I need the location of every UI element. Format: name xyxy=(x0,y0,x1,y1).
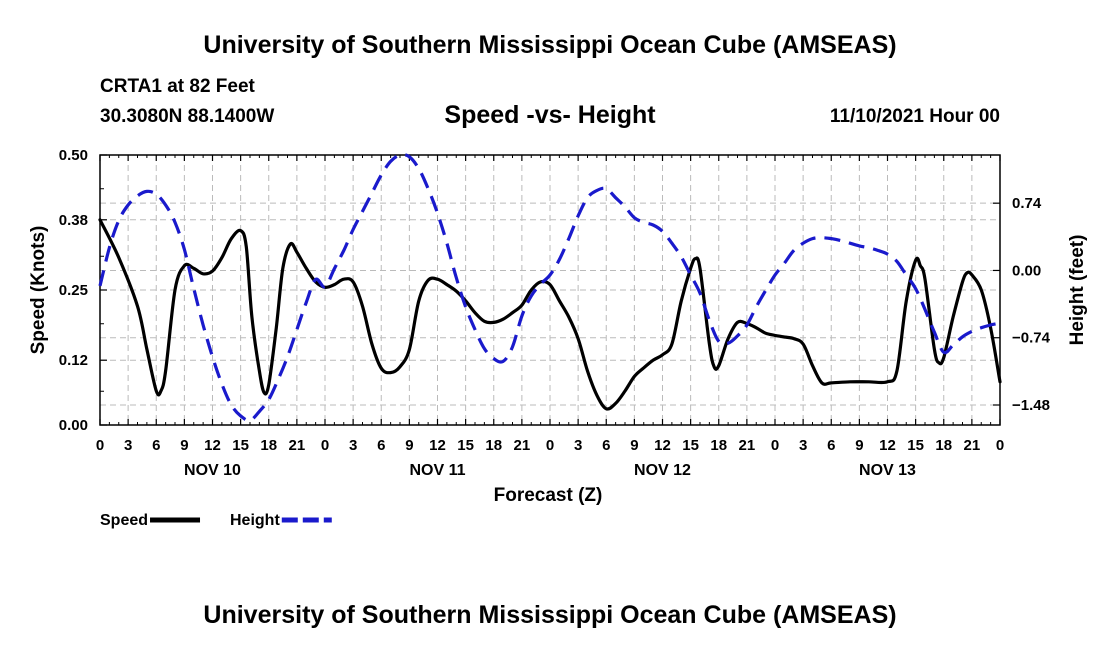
x-tick-label: 12 xyxy=(429,437,446,454)
series-line-speed xyxy=(98,218,1002,411)
y2-tick-label: 0.74 xyxy=(1012,195,1042,212)
legend-label: Height xyxy=(230,512,280,529)
x-tick-label: 3 xyxy=(799,437,807,454)
x-tick-label: 21 xyxy=(739,437,756,454)
y2-tick-label: −0.74 xyxy=(1012,330,1051,347)
x-tick-label: 12 xyxy=(654,437,671,454)
x-axis-title: Forecast (Z) xyxy=(494,485,603,506)
series-line-height xyxy=(98,153,1001,423)
x-tick-label: 12 xyxy=(879,437,896,454)
day-label: NOV 13 xyxy=(859,462,916,479)
x-tick-label: 3 xyxy=(574,437,582,454)
x-tick-label: 18 xyxy=(935,437,952,454)
page-title: University of Southern Mississippi Ocean… xyxy=(203,31,897,59)
y2-tick-label: 0.00 xyxy=(1012,262,1041,279)
station-coords: 30.3080N 88.1400W xyxy=(100,106,275,127)
x-tick-label: 12 xyxy=(204,437,221,454)
x-tick-label: 21 xyxy=(964,437,981,454)
x-tick-label: 0 xyxy=(321,437,329,454)
x-tick-label: 6 xyxy=(152,437,160,454)
x-tick-label: 15 xyxy=(682,437,699,454)
x-tick-label: 0 xyxy=(771,437,779,454)
speed-height-chart: 0 3 6 9 12 15 18 21 0 3 6 9 12 15 18 21 0 3 6 9 12 15 18 21 0 3 6 9… xyxy=(28,147,1088,529)
x-tick-label: 9 xyxy=(405,437,413,454)
x-tick-label: 9 xyxy=(630,437,638,454)
y-tick-label: 0.25 xyxy=(59,282,88,299)
x-tick-label: 3 xyxy=(124,437,132,454)
y-tick-label: 0.38 xyxy=(59,212,88,229)
y-tick-label: 0.50 xyxy=(59,147,88,164)
x-tick-label: 15 xyxy=(232,437,249,454)
x-tick-label: 0 xyxy=(996,437,1004,454)
day-label: NOV 12 xyxy=(634,462,691,479)
x-tick-label: 6 xyxy=(827,437,835,454)
chart-title: Speed -vs- Height xyxy=(444,101,656,129)
x-tick-label: 15 xyxy=(907,437,924,454)
x-tick-label: 21 xyxy=(289,437,306,454)
x-tick-label: 15 xyxy=(457,437,474,454)
footer-title: University of Southern Mississippi Ocean… xyxy=(203,601,897,629)
x-tick-label: 3 xyxy=(349,437,357,454)
y-tick-label: 0.12 xyxy=(59,352,88,369)
y2-axis-title: Height (feet) xyxy=(1067,235,1088,346)
y2-tick-label: −1.48 xyxy=(1012,397,1050,414)
x-tick-label: 9 xyxy=(855,437,863,454)
x-tick-label: 9 xyxy=(180,437,188,454)
forecast-datetime: 11/10/2021 Hour 00 xyxy=(829,106,1000,127)
x-tick-label: 0 xyxy=(546,437,554,454)
x-tick-label: 21 xyxy=(514,437,531,454)
x-tick-label: 18 xyxy=(260,437,277,454)
x-tick-label: 18 xyxy=(485,437,502,454)
y-axis-title: Speed (Knots) xyxy=(28,226,49,355)
station-label: CRTA1 at 82 Feet xyxy=(100,76,255,97)
x-tick-label: 18 xyxy=(710,437,727,454)
day-label: NOV 10 xyxy=(184,462,241,479)
x-tick-label: 6 xyxy=(602,437,610,454)
day-label: NOV 11 xyxy=(409,462,465,479)
y-tick-label: 0.00 xyxy=(59,417,88,434)
x-tick-label: 0 xyxy=(96,437,104,454)
x-tick-label: 6 xyxy=(377,437,385,454)
legend-label: Speed xyxy=(100,512,148,529)
